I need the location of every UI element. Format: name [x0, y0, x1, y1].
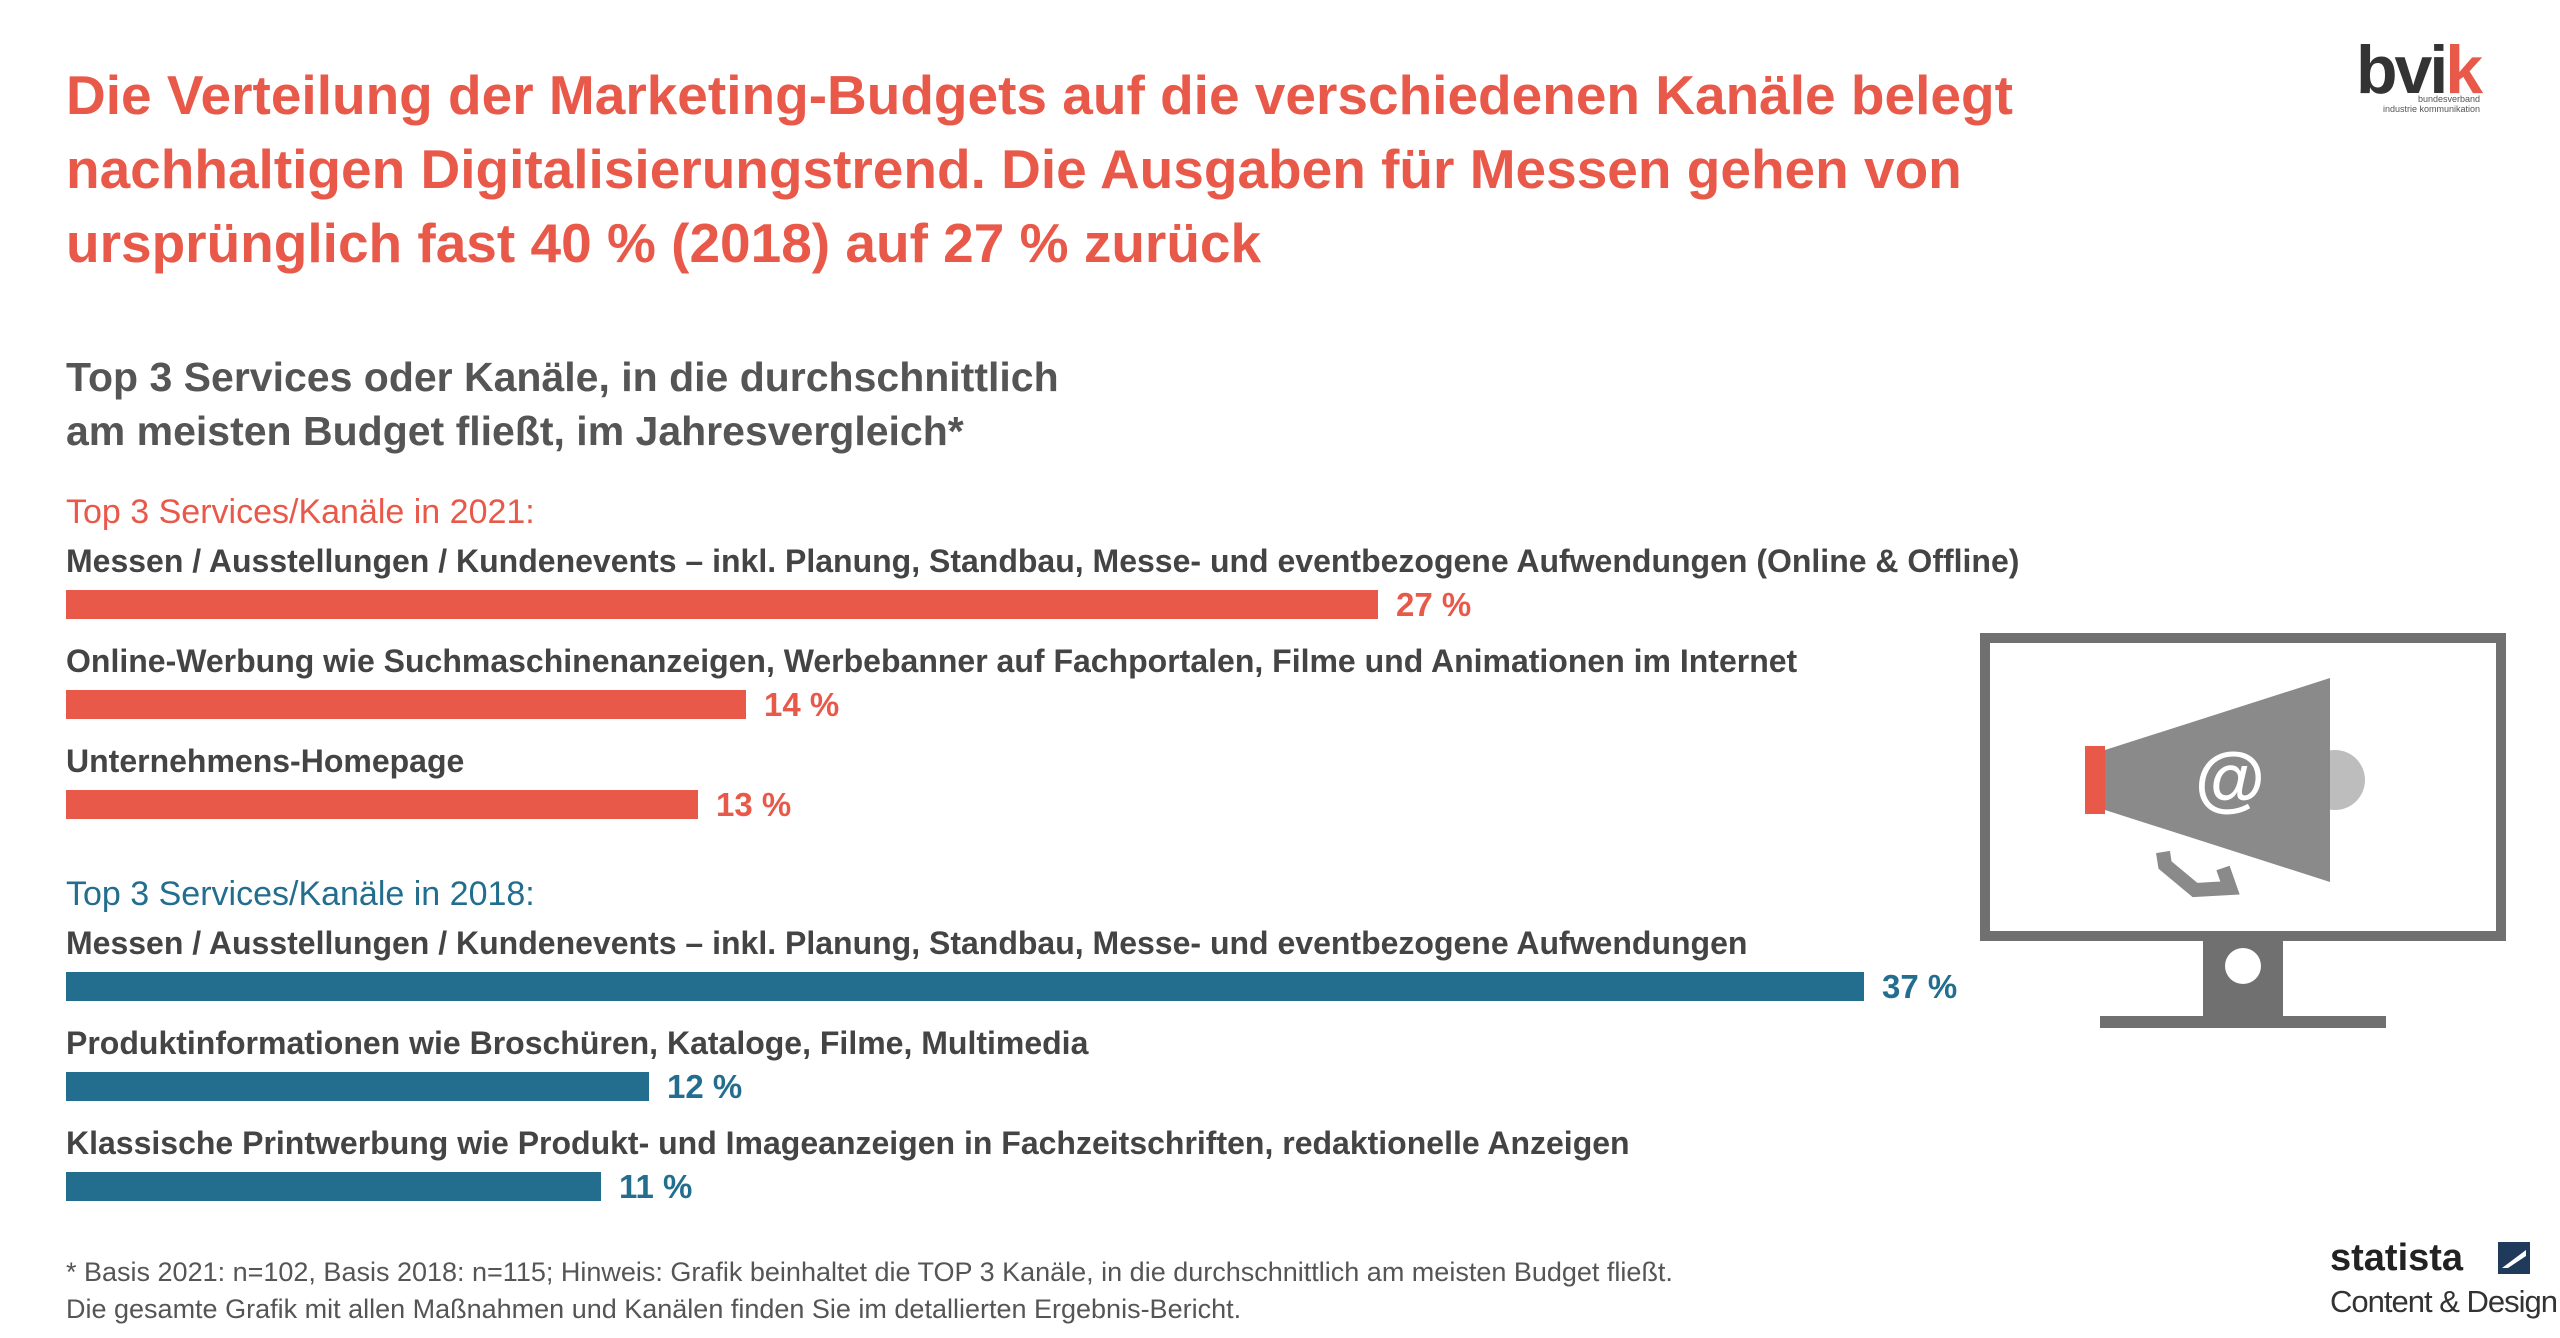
- logo-name: bvi: [2356, 32, 2448, 108]
- statista-word: statista: [2330, 1237, 2464, 1279]
- bar-label: Messen / Ausstellungen / Kundenevents – …: [66, 543, 2020, 579]
- bar: [66, 1072, 649, 1101]
- bar-value-label: 14 %: [764, 686, 840, 723]
- bar-value-label: 37 %: [1882, 968, 1958, 1005]
- logo-subline-1: bundesverband: [2417, 94, 2480, 104]
- group-title-2: Top 3 Services/Kanäle in 2018:: [66, 875, 535, 913]
- bar: [66, 790, 698, 819]
- statista-logo-icon: [2498, 1242, 2530, 1274]
- headline: Die Verteilung der Marketing-Budgets auf…: [66, 64, 2013, 274]
- bar-label: Unternehmens-Homepage: [66, 743, 465, 779]
- group-title-1: Top 3 Services/Kanäle in 2021:: [66, 493, 535, 531]
- bar-label: Online-Werbung wie Suchmaschinenanzeigen…: [66, 643, 1798, 679]
- footnote: * Basis 2021: n=102, Basis 2018: n=115; …: [66, 1254, 1673, 1328]
- megaphone-icon: @: [2085, 678, 2365, 898]
- at-symbol: @: [2195, 739, 2265, 819]
- bar: [66, 590, 1378, 619]
- footnote-line-1: * Basis 2021: n=102, Basis 2018: n=115; …: [66, 1257, 1673, 1287]
- bar-label: Messen / Ausstellungen / Kundenevents – …: [66, 925, 1748, 961]
- statista-logo: statista Content & Design: [2330, 1236, 2558, 1326]
- chart-subtitle: Top 3 Services oder Kanäle, in die durch…: [66, 350, 1466, 458]
- statista-sub: Content & Design: [2330, 1284, 2558, 1319]
- monitor-megaphone-icon: @: [1980, 633, 2506, 1028]
- bar-label: Klassische Printwerbung wie Produkt- und…: [66, 1125, 1630, 1161]
- logo-word: bvik: [2356, 32, 2483, 108]
- monitor-frame: [1980, 633, 2506, 1028]
- subtitle-line-1: Top 3 Services oder Kanäle, in die durch…: [66, 354, 1059, 400]
- bar-value-label: 12 %: [667, 1068, 743, 1105]
- bar: [66, 972, 1864, 1001]
- bvik-logo: bvik bundesverband industrie kommunikati…: [2320, 32, 2520, 120]
- bar: [66, 690, 746, 719]
- bar: [66, 1172, 601, 1201]
- bar-value-label: 13 %: [716, 786, 792, 823]
- logo-subline-2: industrie kommunikation: [2382, 104, 2480, 114]
- subtitle-line-2: am meisten Budget fließt, im Jahresvergl…: [66, 408, 964, 454]
- footnote-line-2: Die gesamte Grafik mit allen Maßnahmen u…: [66, 1294, 1242, 1324]
- bar-label: Produktinformationen wie Broschüren, Kat…: [66, 1025, 1089, 1061]
- bar-value-label: 27 %: [1396, 586, 1472, 623]
- bar-value-label: 11 %: [619, 1168, 693, 1205]
